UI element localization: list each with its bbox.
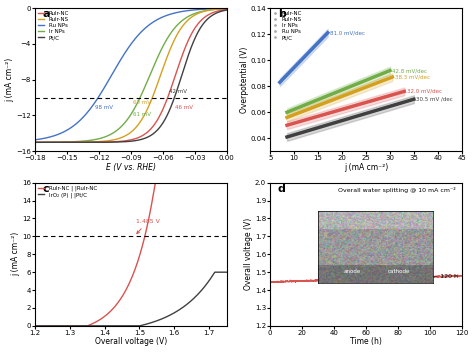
Y-axis label: j (mA cm⁻²): j (mA cm⁻²)	[6, 57, 15, 102]
Text: 32.0 mV/dec: 32.0 mV/dec	[407, 89, 442, 94]
Text: Overall water splitting @ 10 mA cm⁻²: Overall water splitting @ 10 mA cm⁻²	[338, 187, 456, 193]
Y-axis label: Overall voltage (V): Overall voltage (V)	[245, 218, 254, 290]
Text: 42 mV: 42 mV	[169, 89, 187, 94]
Text: 42.8 mV/dec: 42.8 mV/dec	[392, 68, 428, 73]
Text: 30.5 mV /dec: 30.5 mV /dec	[416, 97, 453, 102]
Text: 1.485 V: 1.485 V	[136, 219, 160, 233]
Legend: RuIr-NC | |RuIr-NC, IrO₂ (P) | |Pt/C: RuIr-NC | |RuIr-NC, IrO₂ (P) | |Pt/C	[36, 184, 98, 199]
Text: 38.3 mV/dec: 38.3 mV/dec	[395, 75, 430, 80]
Text: 46 mV: 46 mV	[175, 105, 193, 110]
X-axis label: j (mA cm⁻²): j (mA cm⁻²)	[344, 163, 388, 172]
Legend: RuIr-NC, RuIr-NS, Ru NPs, Ir NPs, Pt/C: RuIr-NC, RuIr-NS, Ru NPs, Ir NPs, Pt/C	[36, 10, 70, 42]
Text: 60 mV: 60 mV	[134, 100, 152, 105]
Text: b: b	[278, 10, 286, 19]
X-axis label: Time (h): Time (h)	[350, 338, 382, 346]
Text: c: c	[43, 184, 49, 194]
Text: d: d	[278, 184, 286, 194]
X-axis label: E (V vs. RHE): E (V vs. RHE)	[106, 163, 156, 172]
Text: 81.0 mV/dec: 81.0 mV/dec	[330, 30, 365, 35]
Y-axis label: Overpotential (V): Overpotential (V)	[240, 46, 249, 113]
Legend: RuIr-NC, RuIr-NS, Ir NPs, Ru NPs, Pt/C: RuIr-NC, RuIr-NS, Ir NPs, Ru NPs, Pt/C	[272, 10, 303, 42]
Text: 98 mV: 98 mV	[95, 105, 113, 110]
Text: a: a	[43, 10, 50, 19]
Text: ~ 120 h: ~ 120 h	[433, 274, 458, 279]
Text: 61 mV: 61 mV	[134, 112, 152, 117]
X-axis label: Overall voltage (V): Overall voltage (V)	[95, 338, 167, 346]
Y-axis label: j (mA cm⁻²): j (mA cm⁻²)	[11, 232, 20, 276]
